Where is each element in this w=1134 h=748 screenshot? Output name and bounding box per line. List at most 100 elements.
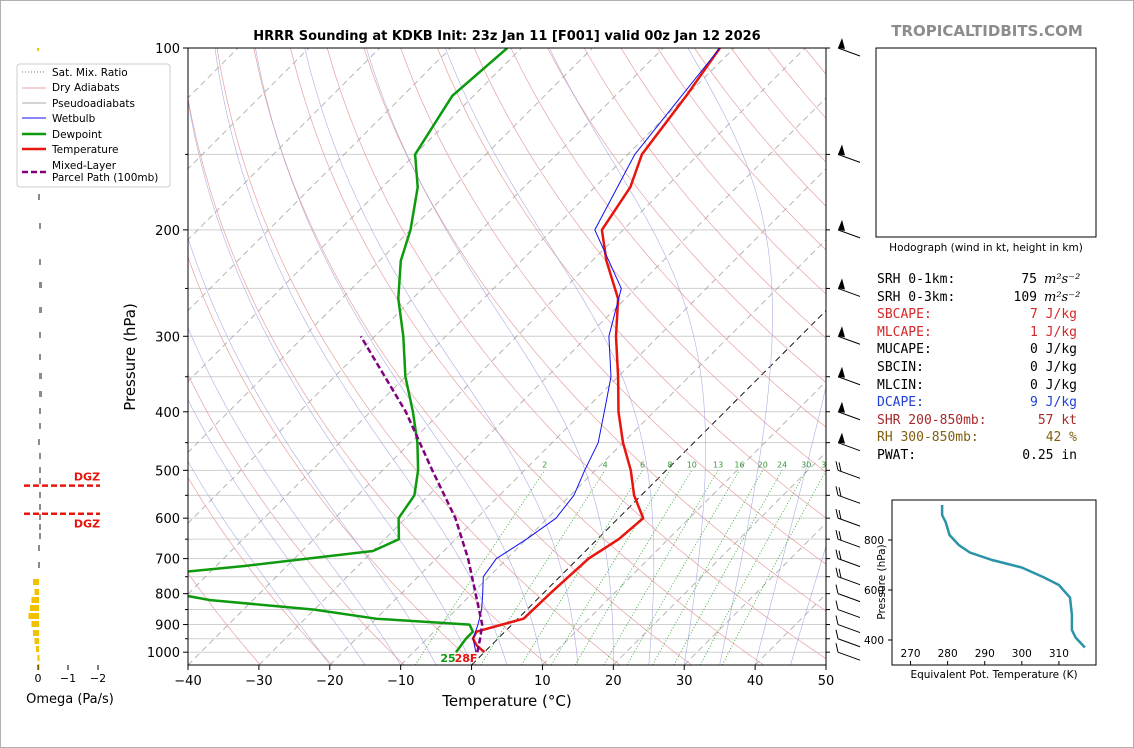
wind-barb-flag	[838, 38, 845, 49]
wind-barb-staff	[837, 411, 861, 421]
mixing-ratio-line	[574, 470, 693, 665]
theta-e-ytick-label: 800	[864, 535, 884, 547]
wind-barb-flag	[838, 432, 845, 444]
y-tick-label: 500	[155, 464, 180, 479]
hodograph-caption: Hodograph (wind in kt, height in km)	[889, 242, 1083, 254]
mixing-ratio-label: 13	[713, 460, 723, 469]
theta-e-ylabel: Pressure (hPa)	[876, 544, 888, 619]
wind-barb	[835, 530, 861, 548]
dry-adiabat	[188, 476, 333, 665]
omega-bar	[33, 630, 39, 636]
omega-bar	[39, 332, 41, 338]
theta-e-xtick-label: 270	[901, 648, 921, 660]
omega-bar	[31, 621, 39, 627]
pseudoadiabat	[188, 399, 366, 665]
stat-row: PWAT: 0.25 in	[877, 448, 1077, 463]
stat-label: SRH 0-3km:	[877, 289, 956, 305]
pseudoadiabat	[790, 545, 826, 665]
isotherm	[329, 168, 826, 665]
y-tick-label: 700	[155, 553, 180, 568]
wind-barb	[837, 278, 861, 297]
mixing-ratio-line	[414, 470, 546, 665]
dry-adiabat	[510, 48, 826, 428]
wind-barb-staff	[837, 153, 861, 163]
pseudoadiabat	[188, 99, 472, 665]
x-tick-label: 30	[676, 674, 693, 689]
y-tick-label: 400	[155, 406, 180, 421]
mixing-ratio-line	[652, 470, 764, 665]
y-tick-label: 900	[155, 619, 180, 634]
dry-adiabat	[547, 48, 826, 383]
y-tick-label: 1000	[147, 646, 180, 661]
omega-tick-label: −1	[60, 672, 76, 685]
mixing-ratio-label: 30	[801, 460, 811, 469]
wind-barb	[837, 366, 861, 386]
wind-barb	[835, 549, 861, 568]
stat-row: SRH 0-1km: 75 m²s⁻²	[877, 272, 1080, 287]
omega-bar	[37, 48, 39, 51]
legend-dry-adiabats: Dry Adiabats	[52, 82, 120, 94]
wind-barb-staff	[837, 576, 861, 586]
theta-e-xtick-label: 310	[1049, 648, 1069, 660]
isotherm	[258, 97, 826, 665]
series-dewpoint	[188, 48, 509, 653]
chart-title: HRRR Sounding at KDKB Init: 23z Jan 11 […	[253, 29, 760, 44]
omega-bar	[39, 259, 41, 265]
wind-barb-staff	[837, 638, 861, 648]
legend-parcel-line2: Parcel Path (100mb)	[52, 172, 158, 184]
wind-barb-flag	[838, 278, 845, 290]
wind-barb-flag	[838, 366, 845, 378]
isotherm	[188, 48, 806, 665]
x-tick-label: 20	[605, 674, 622, 689]
x-tick-label: −20	[316, 674, 343, 689]
wind-barb-flag	[838, 219, 845, 231]
theta-e-xlabel: Equivalent Pot. Temperature (K)	[910, 669, 1077, 681]
isotherm	[613, 451, 826, 665]
omega-bar	[39, 307, 42, 313]
mixing-ratio-line	[603, 470, 719, 665]
mixing-ratio-label: 36	[821, 460, 831, 469]
dry-adiabat	[290, 48, 764, 665]
omega-bar	[33, 579, 39, 585]
wind-barb-flag	[838, 401, 845, 413]
stat-row: SHR 200-850mb: 57 kt	[877, 413, 1077, 428]
stat-value: 75	[1021, 272, 1037, 287]
wind-barb	[835, 600, 861, 619]
dry-adiabat	[363, 48, 826, 612]
mixing-ratio-label: 10	[687, 460, 697, 469]
pseudoadiabat	[445, 48, 655, 665]
omega-bar	[39, 478, 41, 484]
wind-barb	[835, 629, 861, 648]
mixing-ratio-label: 6	[640, 460, 645, 469]
wind-barb	[837, 219, 861, 239]
y-tick-label: 100	[155, 42, 180, 57]
series-temperature	[471, 48, 721, 654]
stat-unit: m²s⁻²	[1044, 272, 1081, 287]
pseudoadiabat	[188, 327, 401, 665]
y-tick-label: 200	[155, 224, 180, 239]
wind-barb	[835, 509, 861, 527]
stat-row: MUCAPE: 0 J/kg	[877, 342, 1077, 357]
wind-barb-staff	[837, 469, 861, 479]
x-tick-label: 10	[534, 674, 551, 689]
wind-barb-staff	[837, 229, 861, 239]
pseudoadiabat	[188, 460, 331, 665]
mixing-ratio-line	[626, 470, 740, 665]
wind-barb-feather	[835, 584, 839, 594]
omega-bar	[39, 524, 41, 530]
wind-barb-staff	[837, 494, 861, 504]
dry-adiabat	[188, 572, 261, 665]
theta-e-frame	[891, 499, 1097, 666]
omega-bar	[39, 354, 41, 360]
wind-barb-feather	[835, 461, 839, 471]
omega-bar	[39, 514, 41, 520]
theta-e-ytick-label: 600	[864, 585, 884, 597]
skewt-frame	[187, 47, 827, 666]
stat-value: 0 J/kg	[1030, 342, 1077, 358]
y-tick-label: 800	[155, 588, 180, 603]
wind-barb-feather	[835, 567, 839, 577]
stat-row: RH 300-850mb: 42 %	[877, 430, 1077, 445]
wind-barb-flag	[838, 326, 845, 338]
dry-adiabat	[583, 48, 826, 339]
wind-barb-feather	[835, 509, 839, 519]
